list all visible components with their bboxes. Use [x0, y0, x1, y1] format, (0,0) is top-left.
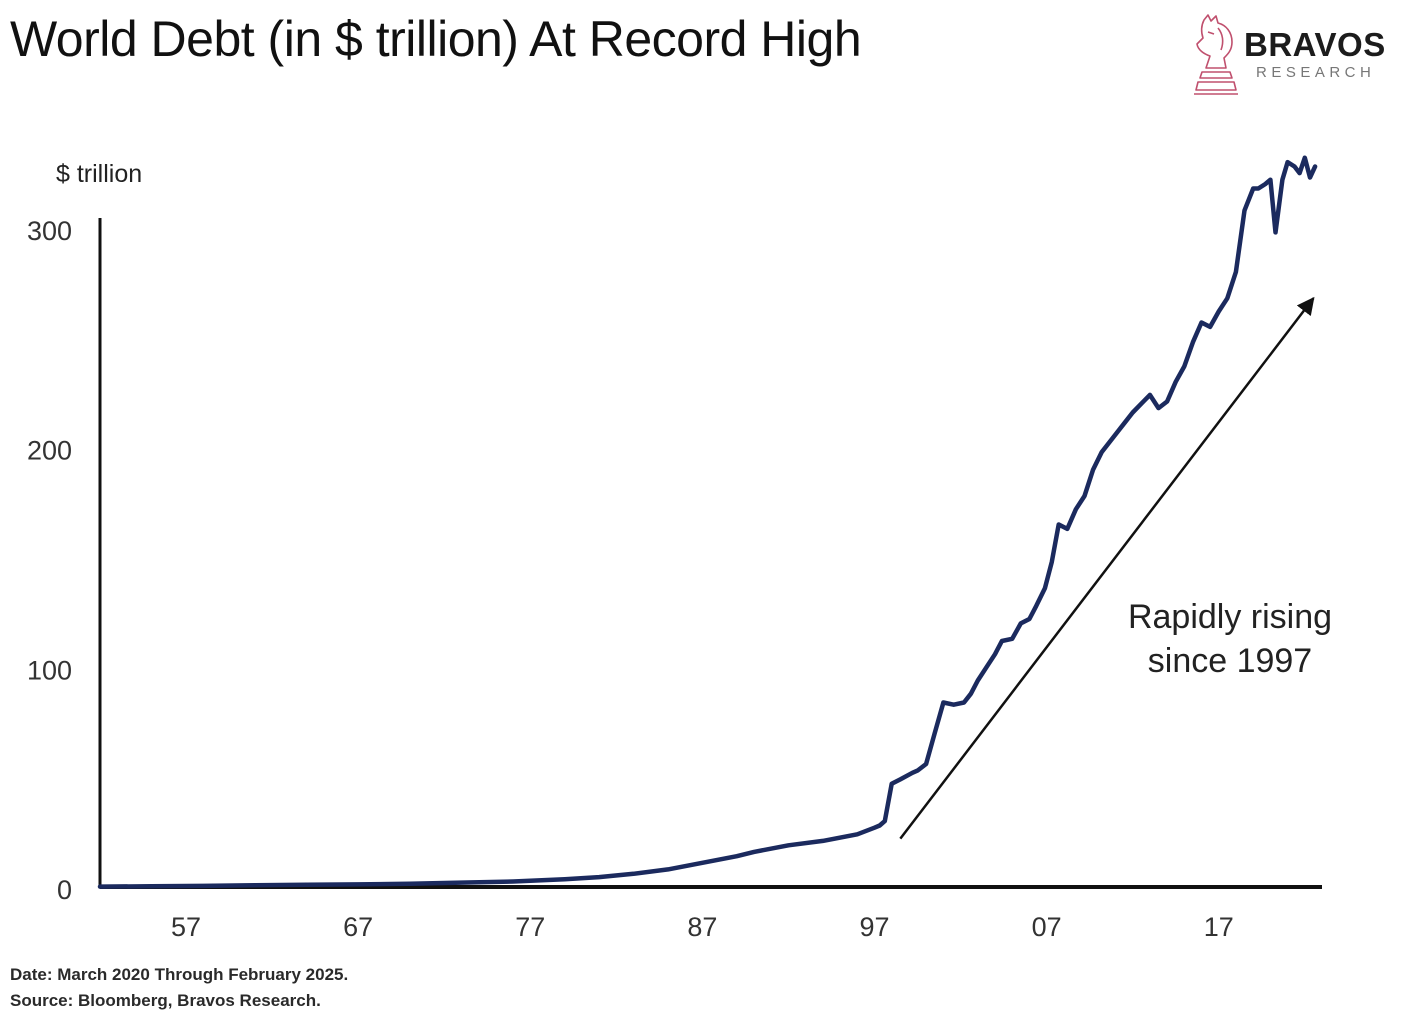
annotation-text-line-2: since 1997	[1148, 642, 1312, 680]
x-tick-label: 07	[1032, 912, 1062, 942]
x-tick-label: 97	[859, 912, 889, 942]
annotation-text-line-1: Rapidly rising	[1128, 598, 1332, 636]
x-tick-label: 57	[171, 912, 201, 942]
y-tick-label: 200	[27, 436, 72, 466]
trend-annotation: Rapidly rising since 1997	[899, 296, 1332, 840]
knight-chess-piece-icon	[1194, 14, 1238, 95]
y-tick-label: 0	[57, 875, 72, 905]
chart-title: World Debt (in $ trillion) At Record Hig…	[10, 11, 862, 67]
brand-name: BRAVOS	[1244, 26, 1386, 63]
y-axis-label: $ trillion	[56, 160, 142, 188]
brand-logo: BRAVOS RESEARCH	[1188, 12, 1398, 102]
source-note: Source: Bloomberg, Bravos Research.	[10, 991, 321, 1010]
chart-footer: Date: March 2020 Through February 2025. …	[10, 962, 348, 1014]
y-tick-label: 100	[27, 655, 72, 685]
x-axis-ticks: 57 67 77 87 97 07 17	[171, 912, 1234, 942]
x-tick-label: 17	[1204, 912, 1234, 942]
y-tick-label: 300	[27, 216, 72, 246]
x-tick-label: 77	[515, 912, 545, 942]
brand-subtitle: RESEARCH	[1256, 64, 1376, 81]
series-line-world-debt	[97, 155, 1318, 889]
x-tick-label: 87	[687, 912, 717, 942]
date-note: Date: March 2020 Through February 2025.	[10, 965, 349, 984]
x-tick-label: 67	[343, 912, 373, 942]
y-axis-ticks: 0 100 200 300	[27, 216, 72, 905]
trend-arrow	[899, 296, 1315, 840]
